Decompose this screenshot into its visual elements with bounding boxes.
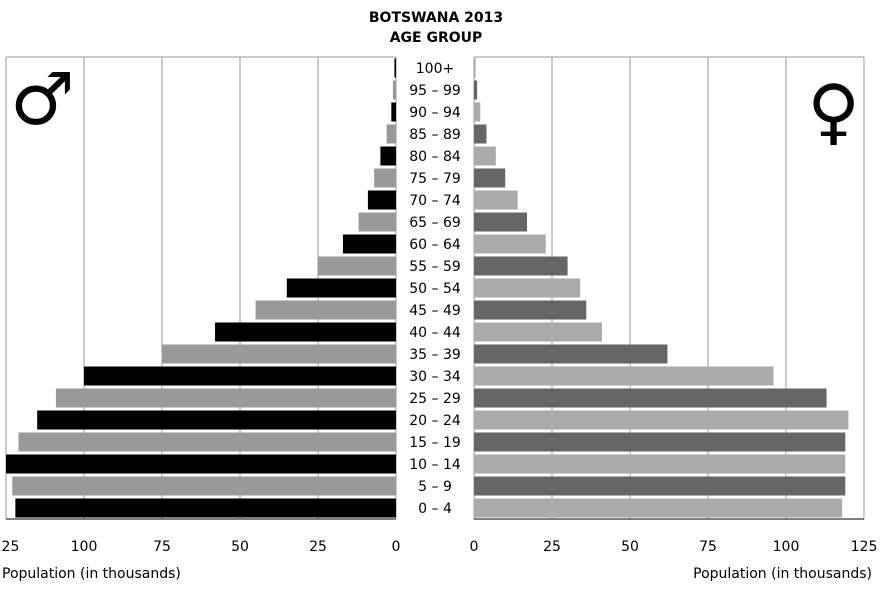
female-bar	[474, 322, 602, 342]
male-bar	[6, 454, 396, 474]
female-bar	[474, 124, 487, 144]
male-bar	[342, 234, 396, 254]
chart-title-line-2: AGE GROUP	[390, 30, 483, 46]
male-bar	[394, 58, 396, 78]
right-tick-label: 0	[470, 539, 479, 555]
female-bar	[474, 58, 476, 78]
male-bar	[380, 146, 396, 166]
age-group-label: 5 – 9	[418, 479, 452, 495]
left-tick-label: 25	[309, 539, 327, 555]
age-group-label: 30 – 34	[409, 369, 461, 385]
right-tick-label: 100	[773, 539, 800, 555]
female-bar	[474, 168, 506, 188]
female-bar	[474, 234, 546, 254]
right-tick-label: 25	[543, 539, 561, 555]
right-tick-label: 75	[699, 539, 717, 555]
male-bar	[374, 168, 396, 188]
bars-group: 0 – 4 5 – 9 10 – 14 15 – 19 20 – 24 25 – 29 30…	[6, 58, 849, 518]
male-bar	[15, 498, 397, 518]
male-bar	[162, 344, 396, 364]
female-bar	[474, 388, 827, 408]
male-bar	[215, 322, 396, 342]
chart-title-line-1: BOTSWANA 2013	[369, 10, 503, 26]
age-group-label: 10 – 14	[409, 457, 461, 473]
male-symbol-icon: ♂	[10, 57, 75, 141]
male-bar	[37, 410, 396, 430]
age-group-label: 25 – 29	[409, 391, 461, 407]
age-group-label: 0 – 4	[418, 501, 452, 517]
age-group-label: 75 – 79	[409, 171, 461, 187]
male-bar	[392, 80, 396, 100]
female-bar	[474, 256, 568, 276]
female-bar	[474, 410, 849, 430]
male-bar	[84, 366, 396, 386]
female-bar	[474, 344, 668, 364]
age-group-label: 95 – 99	[409, 83, 461, 99]
female-bar	[474, 212, 528, 232]
age-group-label: 50 – 54	[409, 281, 461, 297]
age-group-label: 60 – 64	[409, 237, 461, 253]
age-group-label: 85 – 89	[409, 127, 461, 143]
left-tick-label: 0	[392, 539, 401, 555]
age-group-label: 100+	[416, 61, 454, 77]
female-axis-label: Population (in thousands)	[693, 566, 872, 582]
female-bar	[474, 454, 846, 474]
female-bar	[474, 300, 587, 320]
age-group-label: 70 – 74	[409, 193, 461, 209]
female-bar	[474, 498, 843, 518]
female-bar	[474, 146, 496, 166]
age-group-label: 55 – 59	[409, 259, 461, 275]
left-tick-label: 100	[71, 539, 98, 555]
male-bar	[255, 300, 396, 320]
right-tick-label: 125	[851, 539, 878, 555]
female-bar	[474, 432, 846, 452]
female-symbol-icon: ♀	[807, 69, 860, 153]
female-bar	[474, 476, 846, 496]
male-bar	[367, 190, 396, 210]
age-group-label: 80 – 84	[409, 149, 461, 165]
left-tick-label: 75	[153, 539, 171, 555]
male-bar	[18, 432, 396, 452]
male-bar	[55, 388, 397, 408]
age-group-label: 45 – 49	[409, 303, 461, 319]
female-bar	[474, 102, 481, 122]
female-bar	[474, 366, 774, 386]
male-axis-label: Population (in thousands)	[2, 566, 181, 582]
age-group-label: 35 – 39	[409, 347, 461, 363]
male-bar	[391, 102, 396, 122]
male-bar	[318, 256, 396, 276]
female-bar	[474, 190, 518, 210]
age-group-label: 15 – 19	[409, 435, 461, 451]
male-bar	[386, 124, 396, 144]
left-tick-label: 125	[0, 539, 19, 555]
age-group-label: 40 – 44	[409, 325, 461, 341]
female-bar	[474, 278, 581, 298]
female-bar	[474, 80, 478, 100]
male-bar	[12, 476, 397, 496]
age-group-label: 20 – 24	[409, 413, 461, 429]
male-bar	[358, 212, 396, 232]
right-tick-label: 50	[621, 539, 639, 555]
male-bar	[286, 278, 396, 298]
age-group-label: 90 – 94	[409, 105, 461, 121]
left-tick-label: 50	[231, 539, 249, 555]
age-group-label: 65 – 69	[409, 215, 461, 231]
